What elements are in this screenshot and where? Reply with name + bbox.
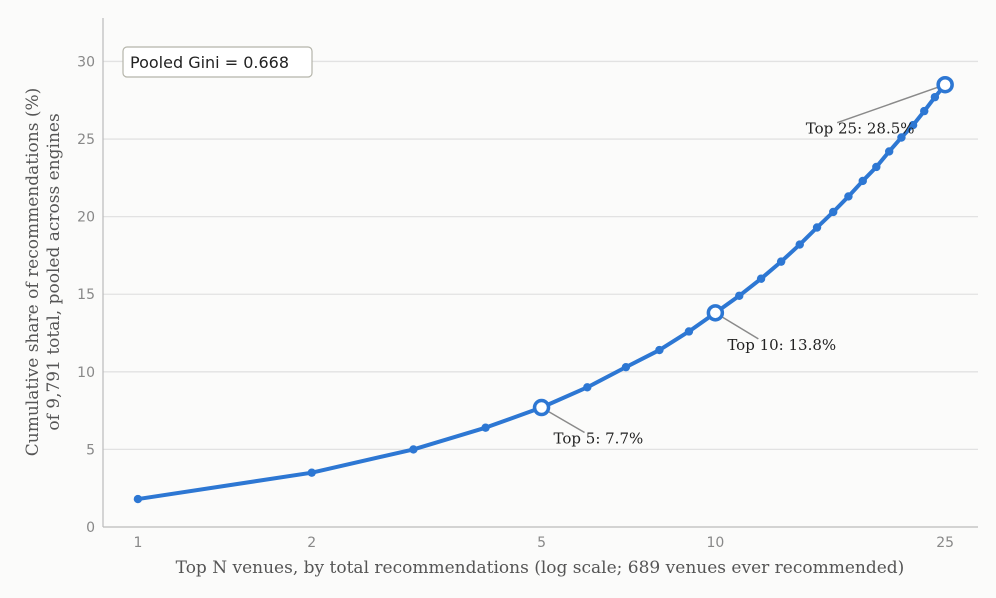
data-point-14 (795, 240, 804, 249)
data-point-12 (756, 274, 766, 283)
gini-annotation-box: Pooled Gini = 0.668 (122, 46, 313, 78)
data-point-13 (776, 257, 786, 266)
data-point-16 (829, 207, 838, 217)
data-point-11 (735, 291, 744, 300)
x-tick-label-1: 1 (133, 535, 142, 551)
data-point-24 (930, 92, 940, 102)
data-point-18 (858, 176, 867, 186)
highlight-label-top-25: Top 25: 28.5% (806, 120, 915, 138)
x-tick-labels: 1 2 5 10 25 (133, 535, 954, 551)
data-points (133, 92, 940, 504)
y-axis-label: Cumulative share of recommendations (%) … (23, 88, 64, 456)
data-point-15 (812, 223, 822, 232)
data-point-6 (583, 383, 592, 392)
gini-box-frame (122, 46, 313, 78)
y-tick-label-20: 20 (77, 210, 95, 226)
y-tick-label-25: 25 (77, 132, 95, 148)
data-point-19 (872, 162, 881, 172)
y-tick-label-0: 0 (86, 520, 95, 536)
y-tick-label-10: 10 (77, 365, 95, 381)
x-tick-label-5: 5 (537, 535, 546, 551)
data-point-3 (409, 445, 418, 454)
data-point-23 (920, 106, 929, 116)
y-tick-label-15: 15 (77, 287, 95, 303)
y-axis-label-line-1: Cumulative share of recommendations (%) (23, 88, 43, 456)
y-tick-label-30: 30 (77, 54, 95, 70)
x-tick-label-25: 25 (936, 535, 954, 551)
highlight-annotations: Top 5: 7.7% Top 10: 13.8% Top 25: 28.5% (532, 75, 954, 448)
highlight-label-top-10: Top 10: 13.8% (727, 336, 836, 354)
highlight-marker-top-25 (936, 75, 954, 94)
data-point-20 (884, 147, 894, 156)
data-point-21 (897, 133, 906, 142)
data-point-8 (655, 345, 664, 355)
gini-text: Pooled Gini = 0.668 (130, 53, 289, 72)
data-point-9 (684, 327, 694, 336)
x-tick-label-2: 2 (307, 535, 316, 551)
highlight-label-top-5: Top 5: 7.7% (554, 430, 644, 448)
highlight-marker-top-5 (532, 398, 551, 417)
data-point-1 (133, 494, 143, 504)
y-tick-labels: 0 5 10 15 20 25 30 (77, 54, 95, 536)
data-point-22 (908, 120, 918, 130)
data-point-4 (481, 423, 490, 432)
y-tick-label-5: 5 (86, 442, 95, 458)
y-axis-label-line-2: of 9,791 total, pooled across engines (44, 113, 64, 430)
data-point-17 (844, 192, 853, 201)
x-axis-label: Top N venues, by total recommendations (… (176, 558, 905, 578)
highlight-marker-top-10 (706, 304, 725, 322)
data-point-7 (621, 362, 631, 372)
data-point-2 (307, 468, 316, 477)
leader-line-top-25 (836, 84, 946, 124)
x-tick-label-10: 10 (706, 535, 724, 551)
